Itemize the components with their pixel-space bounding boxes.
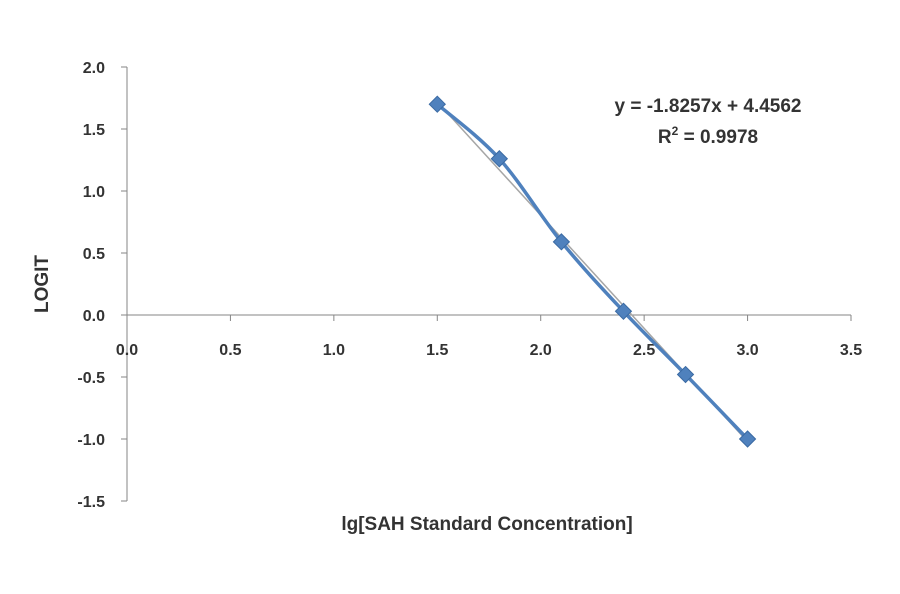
x-tick-label: 0.5 (219, 342, 241, 359)
x-tick-label: 2.0 (530, 342, 552, 359)
x-tick-label: 3.5 (840, 342, 862, 359)
data-point (490, 150, 509, 168)
r-squared-label: R2 = 0.9978 (658, 124, 758, 148)
y-tick-label: 0.5 (83, 246, 105, 263)
x-tick-label: 1.5 (426, 342, 448, 359)
data-point (552, 233, 571, 251)
series-group (428, 95, 757, 448)
x-tick-label: 0.0 (116, 342, 138, 359)
r-squared-r: R (658, 127, 672, 148)
y-axis-title: LOGIT (32, 255, 53, 313)
r-squared-value: = 0.9978 (678, 127, 758, 148)
data-point (676, 365, 695, 384)
y-tick-label: 0.0 (83, 308, 105, 325)
x-tick-label: 2.5 (633, 342, 655, 359)
x-axis-title: lg[SAH Standard Concentration] (341, 514, 632, 535)
y-tick-label: 1.5 (83, 122, 105, 139)
x-tick-labels: 0.0 0.5 1.0 1.5 2.0 2.5 3.0 3.5 (116, 342, 862, 359)
y-tick-label: -1.5 (77, 494, 105, 511)
y-tick-labels: 2.0 1.5 1.0 0.5 0.0 -0.5 -1.0 -1.5 (77, 60, 105, 511)
axes (121, 66, 852, 502)
x-tick-label: 1.0 (323, 342, 345, 359)
y-tick-label: -1.0 (77, 432, 105, 449)
data-point (614, 302, 633, 320)
y-tick-label: -0.5 (77, 370, 105, 387)
y-tick-label: 1.0 (83, 184, 105, 201)
y-tick-label: 2.0 (83, 60, 105, 77)
r-squared-superscript: 2 (672, 124, 679, 138)
trendline-equation: y = -1.8257x + 4.4562 (615, 96, 802, 117)
series-line (436, 102, 749, 441)
x-tick-label: 3.0 (736, 342, 758, 359)
data-point (428, 95, 446, 113)
data-point (738, 430, 757, 448)
